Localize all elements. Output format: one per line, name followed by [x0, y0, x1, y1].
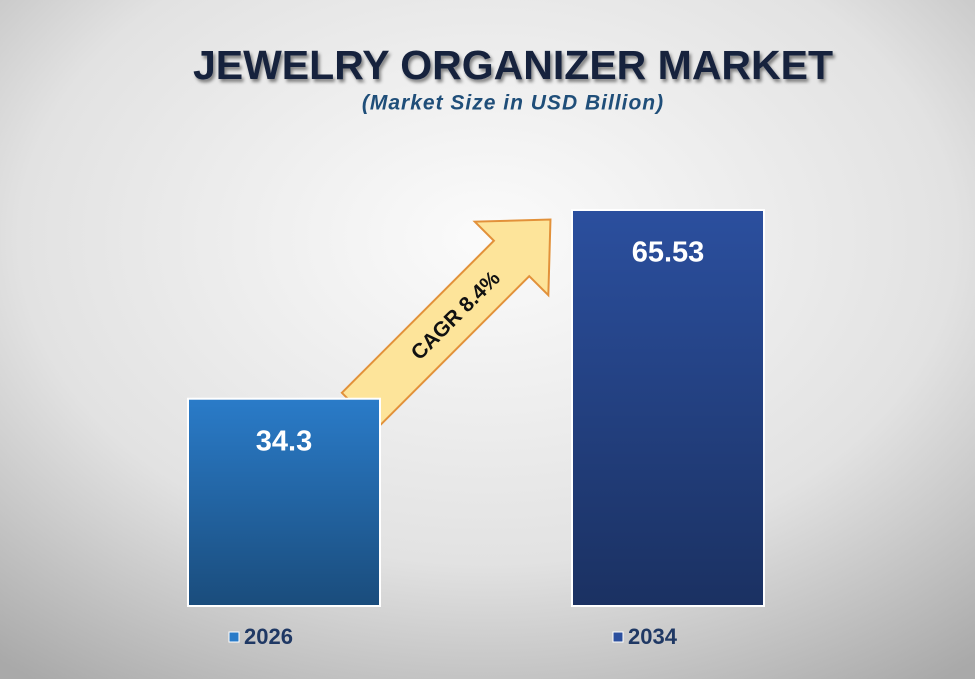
- x-tick-label: 2034: [628, 624, 678, 649]
- legend-swatch: [612, 631, 624, 643]
- bar-shade: [189, 399, 379, 605]
- x-tick-label: 2026: [244, 624, 293, 649]
- bar-shade: [573, 211, 763, 605]
- data-label: 34.3: [256, 425, 312, 457]
- arrow-shape: [340, 218, 552, 430]
- chart-title: JEWELRY ORGANIZER MARKET: [193, 42, 833, 88]
- data-label: 65.53: [632, 237, 705, 269]
- chart-subtitle: (Market Size in USD Billion): [362, 92, 664, 115]
- legend-swatch: [228, 631, 240, 643]
